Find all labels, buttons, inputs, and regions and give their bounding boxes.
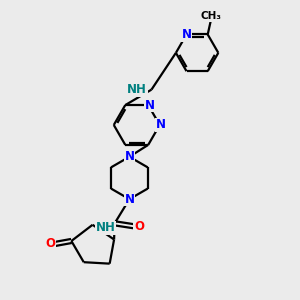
Text: CH₃: CH₃ bbox=[200, 11, 221, 21]
Text: N: N bbox=[182, 28, 191, 41]
Text: NH: NH bbox=[95, 221, 116, 234]
Text: N: N bbox=[145, 99, 155, 112]
Text: N: N bbox=[124, 150, 134, 163]
Text: N: N bbox=[156, 118, 166, 131]
Text: O: O bbox=[134, 220, 144, 233]
Text: O: O bbox=[45, 237, 55, 250]
Text: NH: NH bbox=[127, 83, 147, 96]
Text: N: N bbox=[124, 193, 134, 206]
